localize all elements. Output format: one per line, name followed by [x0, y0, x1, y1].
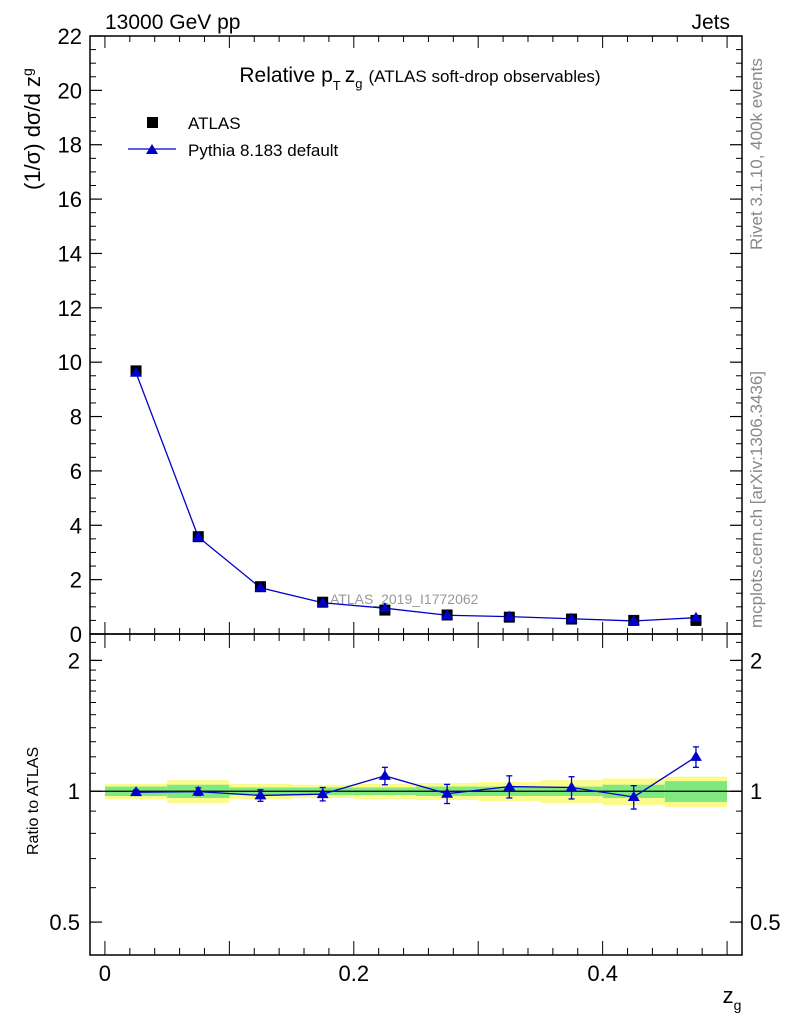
pythia-point: [441, 609, 454, 620]
pythia-point: [565, 612, 578, 623]
header-category-label: Jets: [691, 11, 730, 34]
ratio-y-tick-label-right: 2: [750, 648, 762, 673]
x-tick-label: 0.4: [587, 961, 618, 986]
main-y-axis-title: (1/σ) dσ/d zg: [19, 68, 45, 190]
ratio-panel-series: [130, 746, 702, 810]
mcplots-reference-label: mcplots.cern.ch [arXiv:1306.3436]: [747, 371, 766, 628]
main-y-tick-label: 16: [58, 187, 82, 212]
rivet-version-label: Rivet 3.1.10, 400k events: [747, 58, 766, 250]
ratio-pythia-point: [378, 769, 391, 780]
main-y-tick-label: 20: [58, 78, 82, 103]
ratio-pythia-point: [627, 790, 640, 801]
pythia-point: [503, 610, 516, 621]
legend-atlas-marker: [147, 117, 158, 128]
main-y-tick-label: 8: [70, 405, 82, 430]
main-y-tick-label: 14: [58, 241, 82, 266]
ratio-y-tick-label: 1: [68, 779, 80, 804]
legend-atlas-label: ATLAS: [188, 114, 241, 133]
pythia-point: [192, 530, 205, 541]
ratio-pythia-line: [136, 756, 697, 798]
pythia-point: [378, 602, 391, 613]
main-y-tick-label: 12: [58, 296, 82, 321]
legend-pythia-marker: [146, 144, 158, 154]
main-y-tick-label: 6: [70, 459, 82, 484]
pythia-point: [254, 581, 267, 592]
main-y-tick-label: 0: [70, 622, 82, 647]
ratio-pythia-point: [441, 787, 454, 798]
main-y-tick-label: 22: [58, 24, 82, 49]
x-tick-label: 0.2: [338, 961, 369, 986]
ratio-y-tick-label-right: 1: [750, 779, 762, 804]
ratio-pythia-point: [192, 785, 205, 796]
ratio-pythia-point: [254, 789, 267, 800]
ratio-y-tick-label-right: 0.5: [750, 910, 781, 935]
header-energy-label: 13000 GeV pp: [105, 11, 240, 34]
ratio-panel-axes: 0.5 0.5 1 1 2 2 0 0.2 0.4: [49, 633, 781, 986]
main-panel-series: [130, 365, 702, 626]
main-y-tick-label: 10: [58, 350, 82, 375]
x-tick-label: 0: [99, 961, 111, 986]
ratio-pythia-point: [689, 750, 702, 761]
main-plot-title: Relative pT zg (ATLAS soft-drop observable…: [239, 64, 600, 93]
main-y-tick-label: 2: [70, 568, 82, 593]
ratio-pythia-point: [316, 788, 329, 799]
main-y-tick-label: 4: [70, 513, 82, 538]
ratio-y-tick-label: 2: [68, 648, 80, 673]
pythia-point: [627, 614, 640, 625]
legend: ATLAS Pythia 8.183 default: [128, 114, 339, 160]
pythia-line: [135, 372, 696, 622]
ratio-pythia-point: [565, 781, 578, 792]
legend-pythia-label: Pythia 8.183 default: [188, 141, 339, 160]
x-axis-title: zg: [723, 983, 742, 1013]
pythia-point: [316, 596, 329, 607]
analysis-watermark: ATLAS_2019_I1772062: [330, 591, 479, 607]
main-y-tick-label: 18: [58, 133, 82, 158]
pythia-point: [130, 366, 143, 377]
ratio-pythia-point: [503, 780, 516, 791]
ratio-pythia-point: [130, 786, 143, 797]
main-panel-axes: 0 2 4 6 8 10 12 14 16 18 20 22: [58, 24, 743, 647]
pythia-point: [689, 611, 702, 622]
ratio-frame: [89, 633, 743, 956]
ratio-y-tick-label: 0.5: [49, 910, 80, 935]
ratio-y-axis-title: Ratio to ATLAS: [25, 747, 42, 855]
